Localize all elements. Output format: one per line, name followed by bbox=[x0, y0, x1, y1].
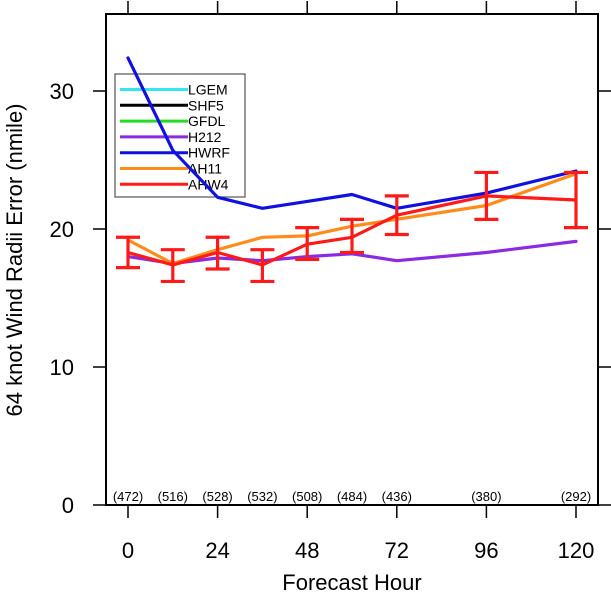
legend-label: LGEM bbox=[188, 82, 228, 98]
sample-count-label: (436) bbox=[382, 489, 412, 504]
legend-item-lgem: LGEM bbox=[120, 82, 228, 98]
legend-item-h212: H212 bbox=[120, 129, 222, 145]
y-axis-title: 64 knot Wind Radii Error (nmile) bbox=[2, 104, 27, 417]
error-bar bbox=[340, 217, 364, 255]
error-bar bbox=[160, 248, 185, 284]
error-bar bbox=[250, 248, 275, 284]
y-tick-label: 30 bbox=[50, 79, 74, 104]
axis-ticks bbox=[93, 1, 611, 518]
legend-box bbox=[114, 73, 246, 198]
tick-labels: 0 24 48 72 96 120 0 10 20 30 bbox=[50, 79, 595, 563]
error-bars bbox=[116, 170, 588, 284]
x-tick-label: 120 bbox=[558, 538, 595, 563]
sample-counts: (472) (516) (528) (532) (508) (484) (436) (380)… bbox=[113, 489, 591, 504]
legend-item-gfdl: GFDL bbox=[120, 113, 226, 129]
legend-label: HWRF bbox=[188, 145, 230, 161]
legend-label: H212 bbox=[188, 129, 222, 145]
y-tick-label: 20 bbox=[50, 217, 74, 242]
sample-count-label: (380) bbox=[471, 489, 501, 504]
x-tick-label: 72 bbox=[385, 538, 409, 563]
y-tick-label: 10 bbox=[50, 355, 74, 380]
plot-frame bbox=[105, 13, 599, 506]
x-tick-label: 96 bbox=[474, 538, 498, 563]
legend-label: SHF5 bbox=[188, 97, 224, 113]
x-tick-label: 48 bbox=[295, 538, 319, 563]
error-bar bbox=[564, 170, 588, 230]
legend-label: GFDL bbox=[188, 113, 226, 129]
sample-count-label: (532) bbox=[247, 489, 277, 504]
legend-item-shf5: SHF5 bbox=[120, 97, 224, 113]
sample-count-label: (528) bbox=[202, 489, 232, 504]
error-bar bbox=[384, 194, 409, 237]
x-tick-label: 0 bbox=[122, 538, 134, 563]
legend-item-ah11: AH11 bbox=[120, 161, 222, 177]
x-tick-label: 24 bbox=[205, 538, 229, 563]
legend-label: AH11 bbox=[188, 161, 222, 177]
error-bar bbox=[205, 235, 230, 271]
error-bar bbox=[474, 170, 499, 221]
legend-item-ahw4: AHW4 bbox=[120, 176, 229, 192]
sample-count-label: (484) bbox=[337, 489, 367, 504]
error-bar bbox=[116, 235, 140, 270]
x-axis-title: Forecast Hour bbox=[282, 570, 421, 595]
sample-count-label: (292) bbox=[561, 489, 591, 504]
sample-count-label: (516) bbox=[158, 489, 188, 504]
sample-count-label: (472) bbox=[113, 489, 143, 504]
error-bar bbox=[295, 226, 320, 261]
sample-count-label: (508) bbox=[292, 489, 322, 504]
legend-label: AHW4 bbox=[188, 176, 229, 192]
series-line-hwrf bbox=[126, 56, 578, 210]
y-tick-label: 0 bbox=[62, 493, 74, 518]
